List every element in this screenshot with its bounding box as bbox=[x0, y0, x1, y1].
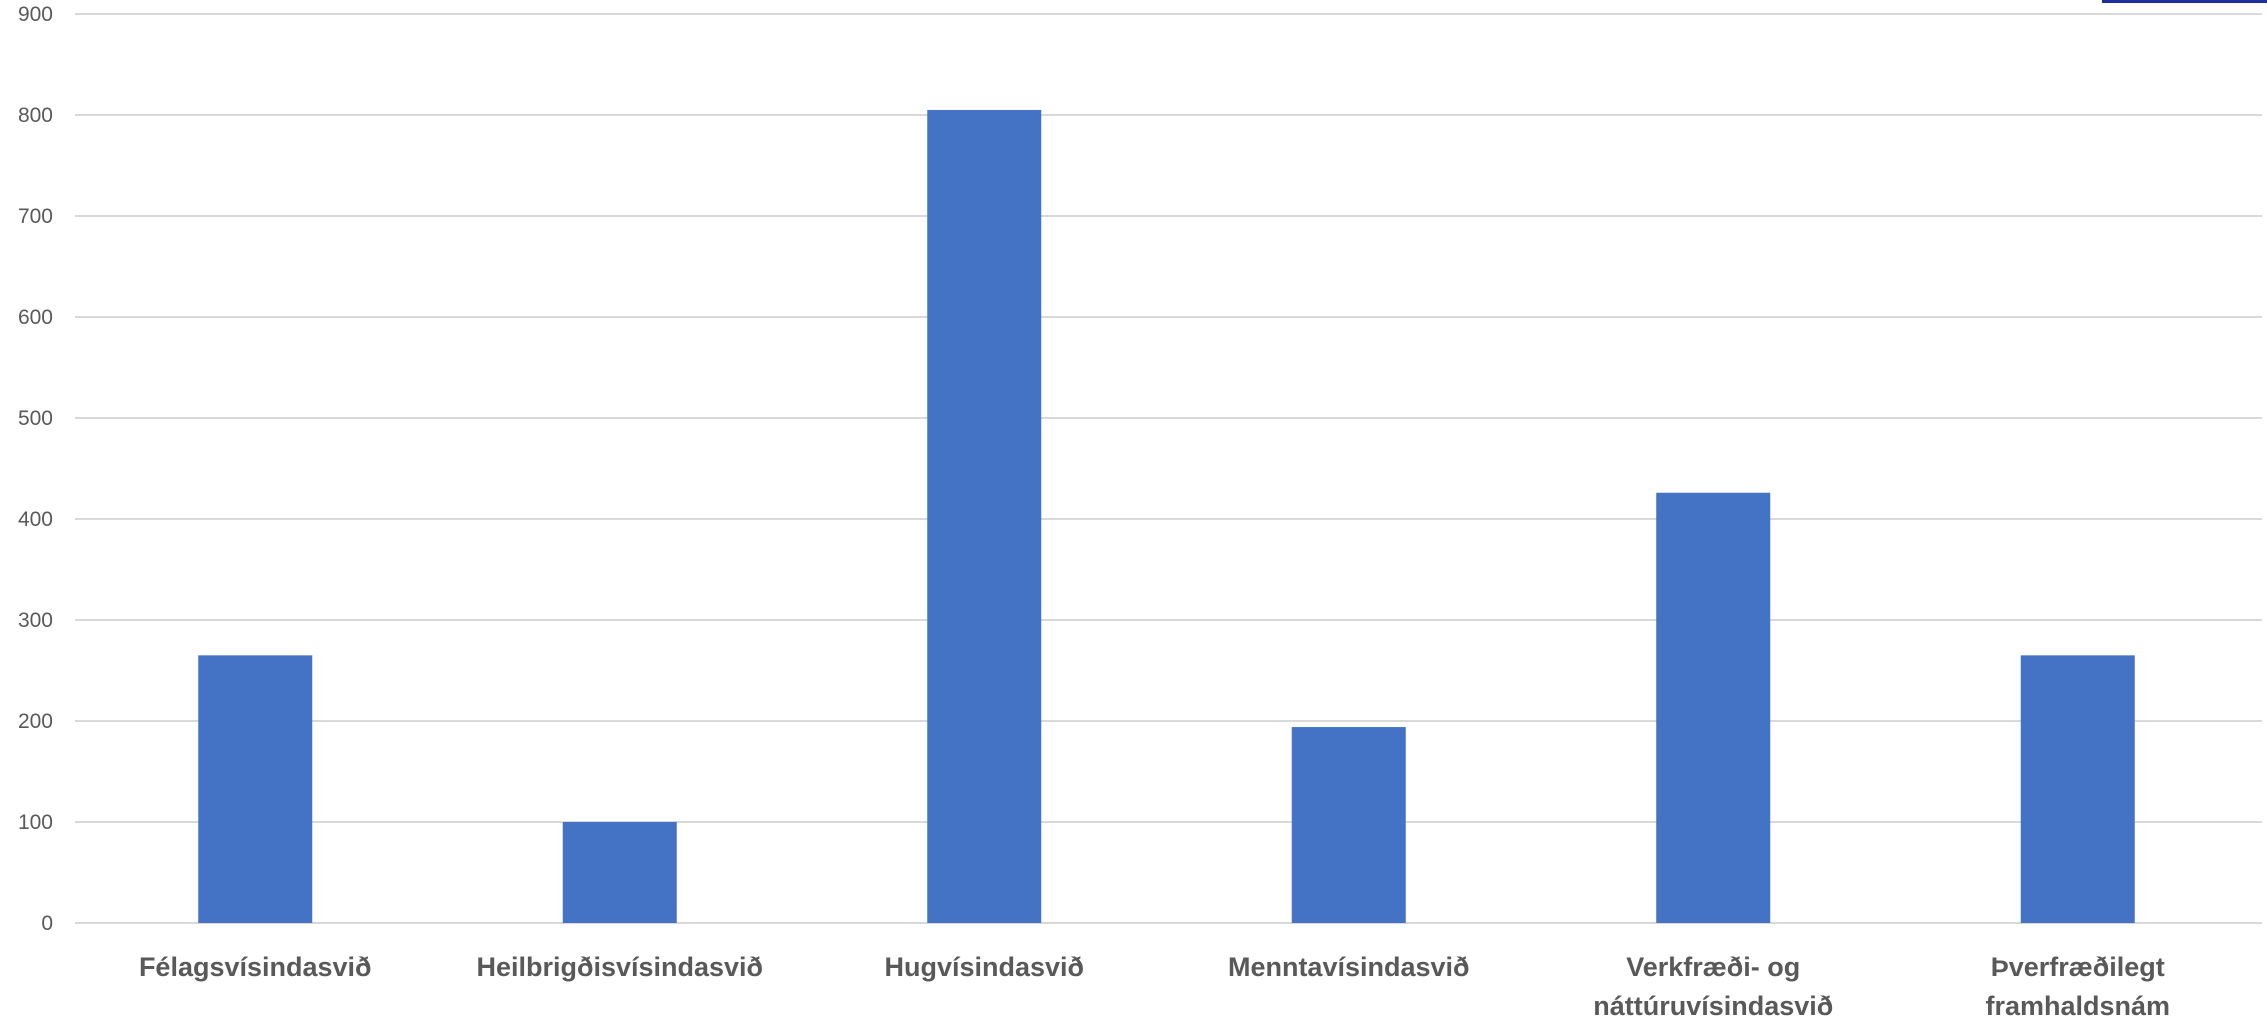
x-category-label-line: Menntavísindasvið bbox=[1228, 952, 1470, 982]
x-axis-category-labels: Félagsvísindasvið Heilbrigðisvísindasvið H… bbox=[139, 952, 2170, 1020]
y-tick-label: 200 bbox=[18, 710, 53, 733]
bar bbox=[927, 109, 1042, 923]
bar bbox=[1291, 727, 1406, 923]
x-category-label-line: Verkfræði- og bbox=[1626, 952, 1800, 982]
x-category-label-line: framhaldsnám bbox=[1985, 991, 2170, 1020]
x-category-label: Þverfræðilegt framhaldsnám bbox=[1985, 952, 2170, 1020]
x-category-label-line: Þverfræðilegt bbox=[1991, 952, 2165, 982]
x-category-label: Heilbrigðisvísindasvið bbox=[476, 952, 763, 982]
x-category-label-line: Félagsvísindasvið bbox=[139, 952, 372, 982]
y-tick-label: 300 bbox=[18, 609, 53, 632]
bar bbox=[2020, 655, 2135, 923]
y-tick-label: 900 bbox=[18, 3, 53, 26]
x-category-label: Félagsvísindasvið bbox=[139, 952, 372, 982]
x-category-label-line: Heilbrigðisvísindasvið bbox=[476, 952, 763, 982]
x-category-label-line: Hugvísindasvið bbox=[884, 952, 1084, 982]
y-axis-tick-labels: 0 100 200 300 400 500 600 700 800 900 bbox=[18, 3, 53, 935]
y-tick-label: 0 bbox=[41, 912, 53, 935]
bar bbox=[1656, 492, 1771, 923]
bar bbox=[198, 655, 313, 923]
y-tick-label: 400 bbox=[18, 508, 53, 531]
x-category-label: Hugvísindasvið bbox=[884, 952, 1084, 982]
y-tick-label: 100 bbox=[18, 811, 53, 834]
x-category-label-line: náttúruvísindasvið bbox=[1593, 991, 1833, 1020]
corner-accent-line bbox=[2102, 0, 2267, 3]
y-tick-label: 600 bbox=[18, 306, 53, 329]
bar bbox=[562, 822, 677, 923]
x-category-label: Verkfræði- og náttúruvísindasvið bbox=[1593, 952, 1833, 1020]
x-category-label: Menntavísindasvið bbox=[1228, 952, 1470, 982]
y-tick-label: 800 bbox=[18, 104, 53, 127]
bars bbox=[198, 109, 2135, 923]
gridlines bbox=[75, 13, 2262, 924]
y-tick-label: 500 bbox=[18, 407, 53, 430]
y-tick-label: 700 bbox=[18, 205, 53, 228]
